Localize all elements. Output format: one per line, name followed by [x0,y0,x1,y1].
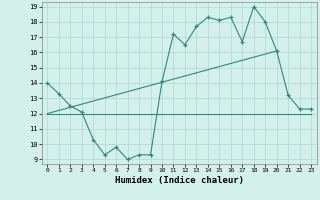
X-axis label: Humidex (Indice chaleur): Humidex (Indice chaleur) [115,176,244,185]
